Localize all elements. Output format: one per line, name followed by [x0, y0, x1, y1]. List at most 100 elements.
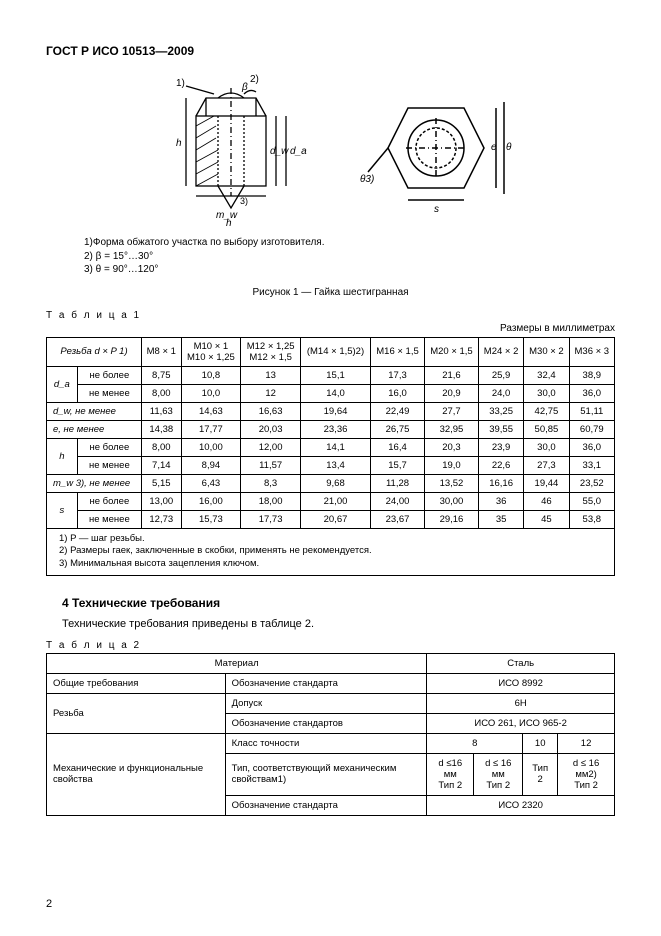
t1-cell: 32,4 [524, 366, 569, 384]
t1-cell: 16,0 [371, 384, 425, 402]
t1-cell: 8,94 [181, 456, 241, 474]
t1-cell: 13,52 [424, 474, 478, 492]
t1-sub: не более [77, 438, 141, 456]
t1-cell: 51,11 [569, 402, 614, 420]
doc-title: ГОСТ Р ИСО 10513—2009 [46, 44, 615, 58]
table1-units: Размеры в миллиметрах [46, 323, 615, 334]
t1-cell: 32,95 [424, 420, 478, 438]
label-s: s [434, 204, 439, 215]
t1-cell: 11,57 [241, 456, 301, 474]
t1-cell: 10,8 [181, 366, 241, 384]
t1-cell: 42,75 [524, 402, 569, 420]
t1-cell: 12,00 [241, 438, 301, 456]
t1-cell: 19,0 [424, 456, 478, 474]
t1-cell: 14,38 [142, 420, 182, 438]
t1-cell: 35 [478, 510, 523, 528]
t2-steel: Сталь [427, 653, 615, 673]
table1-footnotes: 1) P — шаг резьбы. 2) Размеры гаек, закл… [46, 529, 615, 576]
t1-cell: 17,77 [181, 420, 241, 438]
t1-cell: 6,43 [181, 474, 241, 492]
t1-cell: 10,0 [181, 384, 241, 402]
t1-cell: 55,0 [569, 492, 614, 510]
t1-cell: 26,75 [371, 420, 425, 438]
t1-rowlabel: s [47, 492, 78, 528]
t1-cell: 17,73 [241, 510, 301, 528]
t1-c0: M8 × 1 [142, 337, 182, 366]
t1-cell: 30,0 [524, 384, 569, 402]
t1-cell: 20,3 [424, 438, 478, 456]
t2-d16b: d ≤ 16 мм Тип 2 [474, 753, 523, 795]
t2-general: Общие требования [47, 673, 226, 693]
t1-cell: 23,67 [371, 510, 425, 528]
t1-c8: M36 × 3 [569, 337, 614, 366]
t1-cell: 16,00 [181, 492, 241, 510]
label-da: d_a [290, 146, 307, 157]
t1-cell: 12 [241, 384, 301, 402]
t2-mech: Механические и функциональные свойства [47, 733, 226, 815]
table1-label: Т а б л и ц а 1 [46, 310, 615, 321]
t1-cell: 27,3 [524, 456, 569, 474]
t1-fn2: 2) Размеры гаек, заключенные в скобки, п… [59, 545, 602, 558]
t1-cell: 30,0 [524, 438, 569, 456]
t1-cell: 8,00 [142, 438, 182, 456]
table-1: Резьба d × P 1) M8 × 1 M10 × 1 M10 × 1,2… [46, 337, 615, 529]
t1-cell: 8,75 [142, 366, 182, 384]
t1-cell: 8,00 [142, 384, 182, 402]
section-4-text: Технические требования приведены в табли… [62, 618, 615, 630]
t2-d16a: d ≤16 мм Тип 2 [427, 753, 474, 795]
t1-cell: 33,25 [478, 402, 523, 420]
t1-cell: 7,14 [142, 456, 182, 474]
t1-sub: не более [77, 492, 141, 510]
table-2: Материал Сталь Общие требования Обозначе… [46, 653, 615, 816]
t2-thread: Резьба [47, 693, 226, 733]
label-theta2: θ [506, 142, 512, 153]
t2-prec: Класс точности [225, 733, 427, 753]
t1-sub: не более [77, 366, 141, 384]
t1-cell: 13,4 [300, 456, 370, 474]
t1-cell: 60,79 [569, 420, 614, 438]
table2-label: Т а б л и ц а 2 [46, 640, 615, 651]
t2-stdsdesig: Обозначение стандартов [225, 713, 427, 733]
t1-rowlabel: h [47, 438, 78, 474]
t1-cell: 15,73 [181, 510, 241, 528]
t1-rowlabel: d_w, не менее [47, 402, 142, 420]
t2-iso261: ИСО 261, ИСО 965-2 [427, 713, 615, 733]
note-2: 2) β = 15°…30° [84, 250, 615, 264]
t1-c3: (M14 × 1,5)2) [300, 337, 370, 366]
t1-cell: 23,52 [569, 474, 614, 492]
t1-sub: не менее [77, 510, 141, 528]
t1-cell: 14,63 [181, 402, 241, 420]
t2-c12: 12 [558, 733, 615, 753]
t2-6h: 6H [427, 693, 615, 713]
t1-cell: 10,00 [181, 438, 241, 456]
t1-fn3: 3) Минимальная высота зацепления ключом. [59, 558, 602, 571]
t2-material: Материал [47, 653, 427, 673]
t2-iso2320: ИСО 2320 [427, 795, 615, 815]
t2-iso8992: ИСО 8992 [427, 673, 615, 693]
label-theta-sup: 3) [240, 196, 248, 206]
t1-c1: M10 × 1 M10 × 1,25 [181, 337, 241, 366]
t1-c7: M30 × 2 [524, 337, 569, 366]
t1-c2: M12 × 1,25 M12 × 1,5 [241, 337, 301, 366]
t1-cell: 19,44 [524, 474, 569, 492]
figure-notes: 1)Форма обжатого участка по выбору изгот… [84, 236, 615, 277]
label-1: 1) [176, 78, 185, 89]
t1-cell: 53,8 [569, 510, 614, 528]
t1-cell: 11,28 [371, 474, 425, 492]
t1-cell: 25,9 [478, 366, 523, 384]
t1-cell: 19,64 [300, 402, 370, 420]
t2-stddesig: Обозначение стандарта [225, 673, 427, 693]
note-1: 1)Форма обжатого участка по выбору изгот… [84, 236, 615, 250]
t1-cell: 17,3 [371, 366, 425, 384]
t1-cell: 21,00 [300, 492, 370, 510]
t1-cell: 9,68 [300, 474, 370, 492]
section-4-heading: 4 Технические требования [62, 596, 615, 610]
nut-side-view: 1) 2) β h d_w d_a m_w h 3) [146, 68, 316, 228]
t2-d16c: d ≤ 16 мм2) Тип 2 [558, 753, 615, 795]
t1-cell: 23,36 [300, 420, 370, 438]
t1-rowlabel: m_w 3), не менее [47, 474, 142, 492]
t1-cell: 12,73 [142, 510, 182, 528]
t1-fn1: 1) P — шаг резьбы. [59, 533, 602, 546]
label-e: e [491, 142, 497, 153]
t1-cell: 30,00 [424, 492, 478, 510]
